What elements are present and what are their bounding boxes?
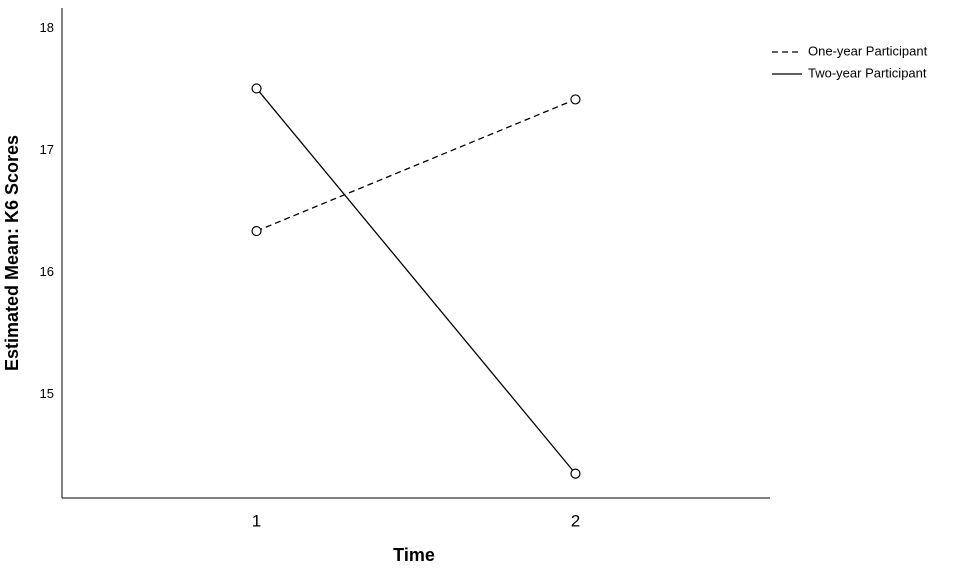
x-tick-label: 2 (571, 511, 580, 530)
legend-label: One-year Participant (808, 43, 928, 58)
y-axis-label: Estimated Mean: K6 Scores (2, 135, 22, 371)
legend-label: Two-year Participant (808, 65, 927, 80)
series-line (256, 98, 576, 232)
x-tick-label: 1 (252, 511, 261, 530)
y-tick-label: 15 (40, 386, 54, 401)
y-tick-label: 17 (40, 142, 54, 157)
series-line (256, 88, 576, 475)
point (251, 83, 262, 94)
point (251, 225, 262, 237)
point (570, 94, 581, 105)
y-tick-label: 16 (40, 264, 54, 279)
point (570, 468, 581, 479)
x-axis-label: Time (393, 545, 435, 565)
y-tick-label: 18 (40, 20, 54, 35)
